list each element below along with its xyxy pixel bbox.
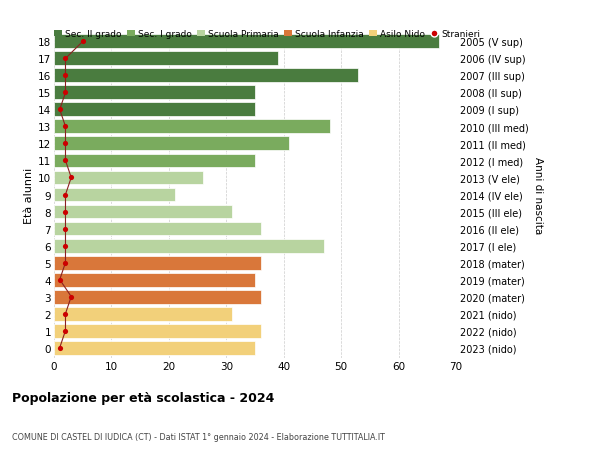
Bar [54,103,255,117]
Bar [54,137,289,151]
Point [61,208,70,216]
Text: COMUNE DI CASTEL DI IUDICA (CT) - Dati ISTAT 1° gennaio 2024 - Elaborazione TUTT: COMUNE DI CASTEL DI IUDICA (CT) - Dati I… [12,431,385,441]
Y-axis label: Anni di nascita: Anni di nascita [533,157,543,234]
Text: Popolazione per età scolastica - 2024: Popolazione per età scolastica - 2024 [12,391,274,404]
Bar [54,256,261,270]
Point [55,106,65,114]
Bar [54,69,358,83]
Point [67,174,76,182]
Bar [54,52,278,66]
Bar [54,120,329,134]
Bar [54,171,203,185]
Point [61,56,70,63]
Bar [54,273,255,287]
Point [67,293,76,301]
Bar [54,290,261,304]
Bar [54,341,255,355]
Point [78,39,88,46]
Point [61,157,70,165]
Bar [54,324,261,338]
Bar [54,307,232,321]
Point [55,276,65,284]
Bar [54,154,255,168]
Point [61,225,70,233]
Bar [54,222,261,236]
Bar [54,35,439,49]
Point [61,90,70,97]
Point [61,259,70,267]
Point [61,310,70,318]
Bar [54,86,255,100]
Point [61,191,70,199]
Bar [54,205,232,219]
Point [55,344,65,352]
Point [61,140,70,148]
Point [61,73,70,80]
Point [61,123,70,131]
Point [61,242,70,250]
Bar [54,188,175,202]
Point [61,327,70,335]
Bar [54,239,324,253]
Legend: Sec. II grado, Sec. I grado, Scuola Primaria, Scuola Infanzia, Asilo Nido, Stran: Sec. II grado, Sec. I grado, Scuola Prim… [54,30,480,39]
Y-axis label: Età alunni: Età alunni [24,167,34,223]
